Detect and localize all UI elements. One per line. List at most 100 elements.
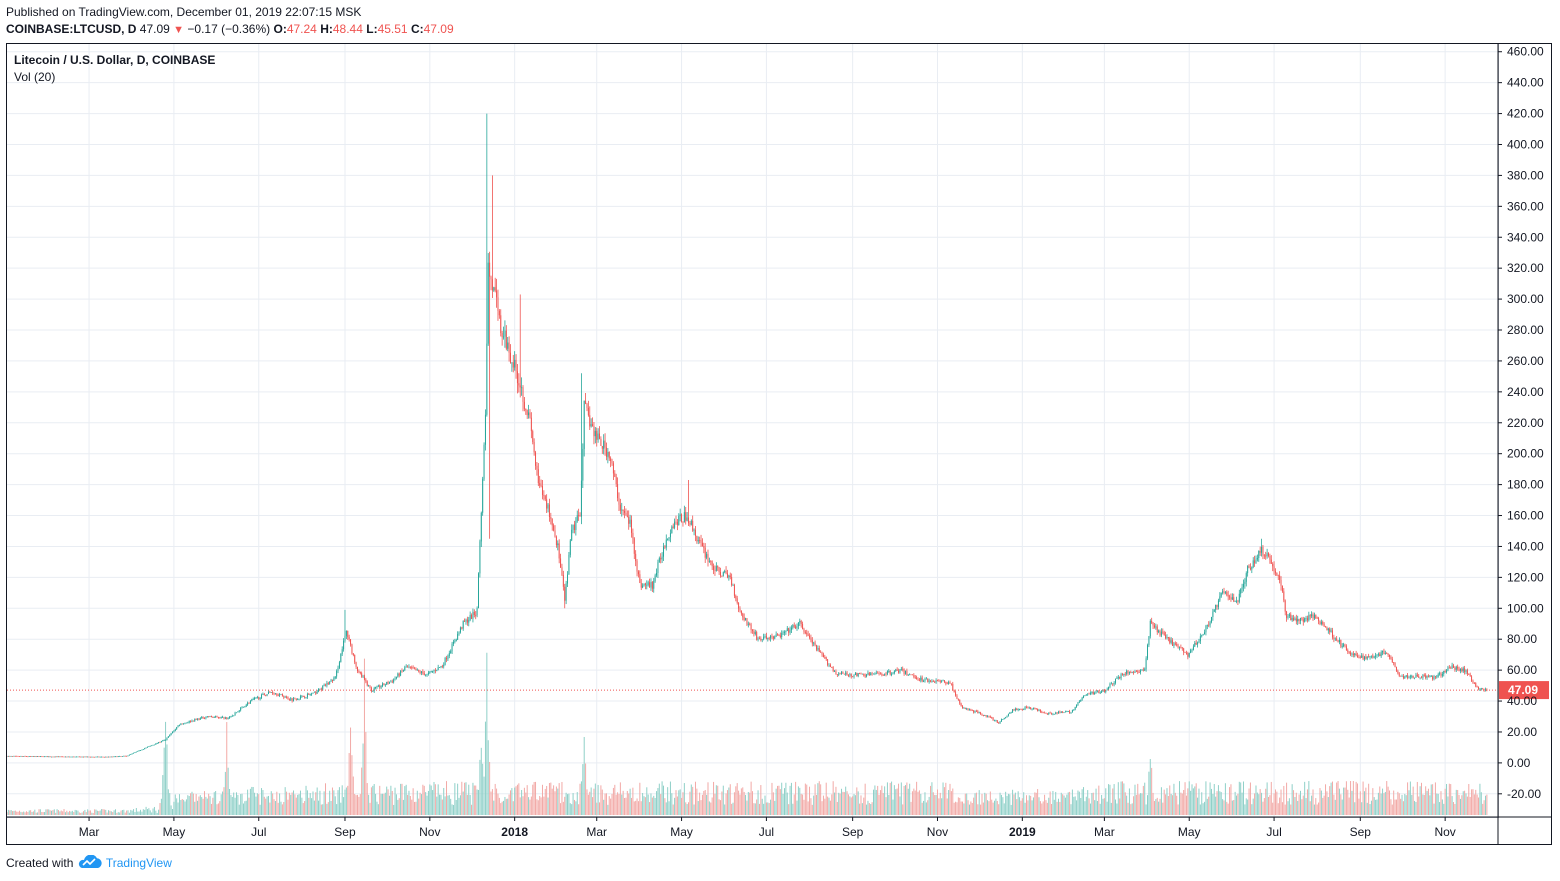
volume-bar	[1165, 794, 1167, 815]
candle	[802, 621, 804, 630]
candle-body	[202, 717, 204, 719]
series-legend[interactable]: Litecoin / U.S. Dollar, D, COINBASE	[14, 53, 216, 67]
candle-body	[1249, 568, 1251, 570]
candle-body	[1208, 624, 1210, 626]
candle-body	[704, 547, 706, 558]
candle-body	[1373, 656, 1375, 658]
candle	[962, 705, 964, 709]
volume-bar	[761, 798, 763, 815]
volume-bar	[956, 802, 958, 815]
candle-body	[767, 637, 769, 639]
volume-bar	[368, 794, 370, 815]
volume-bar	[13, 810, 15, 815]
volume-bar	[192, 793, 194, 815]
volume-bar	[1473, 794, 1475, 815]
candle	[1151, 617, 1153, 625]
candle	[647, 580, 649, 587]
candle	[507, 337, 509, 352]
candle-body	[1014, 708, 1016, 711]
volume-bar	[397, 799, 399, 815]
candle-body	[475, 614, 477, 616]
candle-body	[48, 756, 50, 758]
candle-body	[306, 694, 308, 698]
volume-bar	[1294, 796, 1296, 815]
volume-bar	[975, 792, 977, 815]
volume-bar	[660, 794, 662, 815]
candle	[1419, 677, 1421, 680]
candle-body	[1359, 657, 1361, 659]
volume-legend[interactable]: Vol (20)	[14, 70, 56, 84]
candle-body	[1457, 666, 1459, 669]
candle-body	[1229, 596, 1231, 598]
candle-body	[967, 708, 969, 710]
volume-bar	[572, 793, 574, 815]
candle	[1046, 713, 1048, 715]
candle-body	[327, 682, 329, 684]
candle	[1368, 653, 1370, 658]
volume-bar	[925, 802, 927, 815]
candle-body	[59, 756, 61, 758]
candle	[589, 406, 591, 431]
candle-body	[968, 709, 970, 711]
candle-body	[885, 673, 887, 675]
volume-bar	[583, 736, 585, 815]
volume-bar	[909, 783, 911, 815]
candle	[664, 545, 666, 550]
tradingview-link[interactable]: TradingView	[105, 856, 172, 870]
candle-body	[1042, 712, 1044, 714]
candle-body	[854, 672, 856, 675]
volume-bar	[156, 812, 158, 815]
candle-body	[1088, 693, 1090, 695]
candle-body	[975, 711, 977, 712]
candle-body	[871, 673, 873, 675]
candle-body	[1343, 644, 1345, 647]
candle	[788, 627, 790, 637]
candle-body	[227, 718, 229, 719]
candle	[1169, 636, 1171, 645]
candle-body	[1028, 707, 1030, 709]
candle	[576, 510, 578, 523]
volume-bar	[788, 804, 790, 815]
candle	[404, 665, 406, 672]
symbol-label[interactable]: COINBASE:LTCUSD, D	[6, 22, 137, 36]
candle	[148, 746, 150, 748]
volume-bar	[681, 797, 683, 815]
candle	[1216, 604, 1218, 610]
candle-body	[1045, 712, 1047, 714]
volume-bar	[49, 810, 51, 815]
candle	[692, 515, 694, 532]
volume-bar	[1141, 793, 1143, 815]
candle	[279, 692, 281, 698]
candle	[414, 666, 416, 670]
volume-bar	[1398, 793, 1400, 815]
candle-body	[1002, 719, 1004, 721]
candle	[1170, 637, 1172, 645]
volume-bar	[1201, 792, 1203, 815]
volume-bar	[963, 803, 965, 815]
volume-bar	[654, 797, 656, 815]
candle-body	[1166, 637, 1168, 639]
candle	[903, 668, 905, 676]
candle-body	[600, 438, 602, 446]
volume-bar	[571, 804, 573, 815]
volume-bar	[63, 809, 65, 815]
volume-bar	[1101, 794, 1103, 815]
volume-bar	[743, 791, 745, 815]
tradingview-cloud-icon[interactable]	[77, 854, 103, 869]
candle-body	[806, 632, 808, 635]
candle-body	[665, 539, 667, 548]
volume-bar	[820, 784, 822, 815]
volume-bar	[1279, 797, 1281, 815]
candle-body	[643, 583, 645, 586]
candle	[1331, 627, 1333, 640]
candle	[34, 755, 36, 758]
candle	[943, 679, 945, 684]
candle	[222, 715, 224, 718]
candle-body	[1121, 674, 1123, 675]
candle-body	[35, 756, 37, 758]
candle	[1471, 675, 1473, 683]
candle	[352, 653, 354, 657]
volume-bar	[1219, 791, 1221, 815]
volume-bar	[176, 798, 178, 815]
